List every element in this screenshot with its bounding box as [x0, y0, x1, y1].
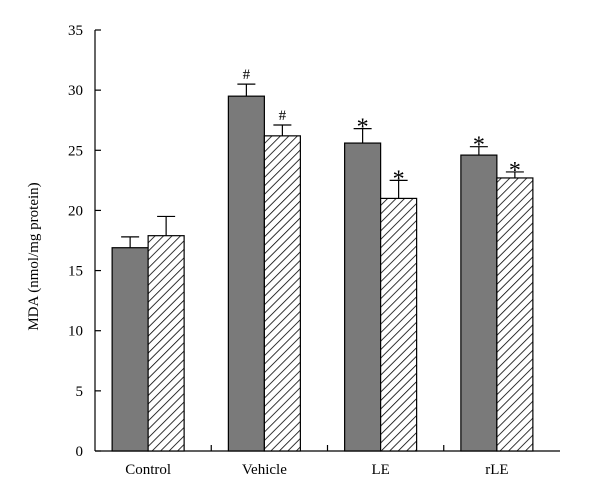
y-tick-label: 35 [68, 23, 83, 39]
y-tick-label: 30 [68, 83, 83, 99]
y-axis-label: MDA (nmol/mg protein) [26, 182, 42, 330]
significance-marker: * [473, 133, 485, 159]
significance-marker: * [509, 158, 521, 184]
significance-marker: # [243, 67, 251, 83]
bar-rle-series-1 [460, 154, 498, 452]
x-category-label: Vehicle [242, 462, 287, 478]
bars [111, 83, 534, 452]
labels: MDA (nmol/mg protein) Control Vehicle # # LE… [26, 67, 521, 478]
y-tick-label: 10 [68, 324, 83, 340]
bar-control-series-1 [111, 247, 149, 452]
significance-marker: # [279, 108, 287, 124]
x-category-label: rLE [485, 462, 508, 478]
y-tick-label: 0 [76, 444, 84, 460]
bar-vehicle-series-1 [227, 95, 265, 452]
bar-vehicle-series-2 [263, 135, 301, 452]
bar-le-series-2 [380, 197, 418, 452]
y-tick-label: 25 [68, 143, 83, 159]
significance-marker: * [393, 166, 405, 192]
significance-marker: * [357, 115, 369, 141]
y-tick-label: 20 [68, 203, 83, 219]
bar-le-series-1 [344, 142, 382, 452]
y-tick-label: 5 [76, 384, 84, 400]
x-category-label: Control [125, 462, 171, 478]
x-category-label: LE [371, 462, 389, 478]
y-tick-label: 15 [68, 264, 83, 280]
bar-rle-series-2 [496, 177, 534, 452]
bar-control-series-2 [147, 235, 185, 452]
